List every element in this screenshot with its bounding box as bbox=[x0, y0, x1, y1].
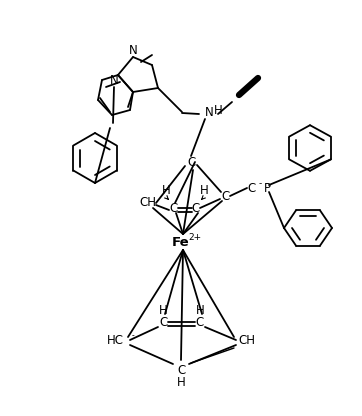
Text: -: - bbox=[132, 332, 135, 341]
Text: C: C bbox=[248, 181, 256, 195]
Text: H: H bbox=[195, 304, 205, 317]
Text: C: C bbox=[177, 364, 185, 376]
Text: C: C bbox=[187, 156, 195, 168]
Text: Fe: Fe bbox=[172, 235, 190, 248]
Text: H: H bbox=[177, 376, 185, 389]
Text: C: C bbox=[170, 201, 178, 215]
Text: H: H bbox=[159, 304, 167, 317]
Text: N: N bbox=[129, 44, 137, 57]
Text: C: C bbox=[196, 315, 204, 329]
Text: N: N bbox=[110, 74, 118, 87]
Text: C: C bbox=[192, 201, 200, 215]
Text: HC: HC bbox=[107, 334, 124, 347]
Text: 2+: 2+ bbox=[189, 233, 202, 242]
Text: C: C bbox=[221, 190, 229, 203]
Text: P: P bbox=[264, 181, 270, 195]
Text: N: N bbox=[205, 106, 213, 119]
Text: H: H bbox=[214, 104, 222, 116]
Text: C: C bbox=[159, 315, 167, 329]
Text: H: H bbox=[199, 185, 209, 198]
Text: CH: CH bbox=[238, 334, 255, 347]
Text: H: H bbox=[161, 185, 171, 198]
Text: -: - bbox=[258, 179, 262, 188]
Text: CH: CH bbox=[139, 196, 156, 210]
